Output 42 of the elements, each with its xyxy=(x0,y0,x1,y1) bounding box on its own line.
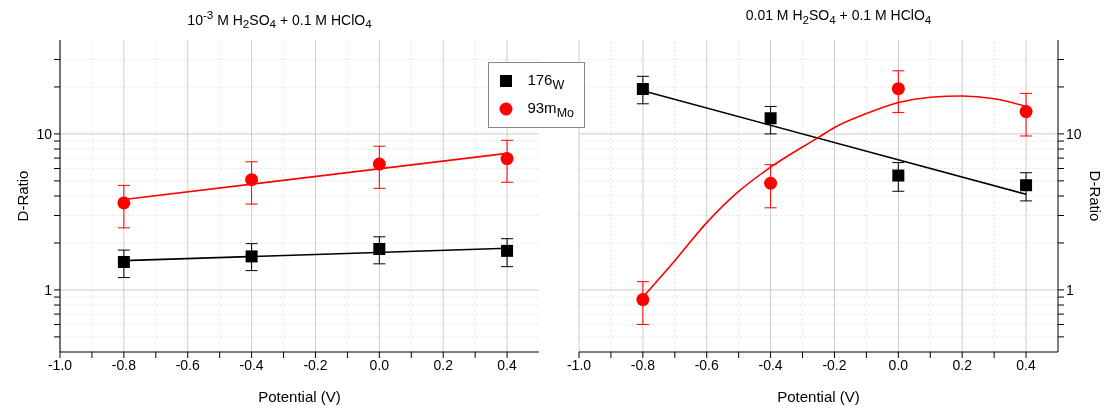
x-axis-title: Potential (V) xyxy=(258,388,341,405)
point xyxy=(892,169,905,182)
x-tick-label: 0.0 xyxy=(369,356,390,373)
x-tick-label: 0.2 xyxy=(952,356,973,373)
point xyxy=(1020,179,1033,192)
point xyxy=(117,256,130,268)
x-tick-label: -0.4 xyxy=(239,356,264,373)
point xyxy=(764,176,778,190)
y-axis-title: D-Ratio xyxy=(14,170,32,222)
point xyxy=(501,244,514,257)
point xyxy=(891,82,905,96)
point xyxy=(1019,105,1033,119)
point xyxy=(245,173,259,187)
point xyxy=(373,242,386,255)
chart-title: 0.01 M H$_{2}$SO$_{4}$ + 0.1 M HClO$_{4}$ xyxy=(744,6,933,28)
point xyxy=(636,83,649,96)
legend-label: 93m$_{Mo}$ xyxy=(527,98,574,120)
x-tick-label: -0.4 xyxy=(758,356,783,373)
x-tick-label: 0.4 xyxy=(497,356,518,373)
x-tick-label: -1.0 xyxy=(47,356,73,373)
y2-tick-label: 1 xyxy=(1066,281,1074,298)
point xyxy=(245,250,258,263)
y2-tick-label: 10 xyxy=(1066,125,1082,142)
x-tick-label: 0.0 xyxy=(888,356,909,373)
y2-axis-title: D-Ratio xyxy=(1086,170,1104,222)
x-tick-label: 0.4 xyxy=(1016,356,1037,373)
x-tick-label: -0.8 xyxy=(630,356,656,373)
legend-label: 176$_{W}$ xyxy=(527,70,565,92)
x-tick-label: -0.6 xyxy=(175,356,201,373)
x-tick-label: -0.8 xyxy=(111,356,137,373)
chart-title: 10$^{-3}$ M H$_{2}$SO$_{4}$ + 0.1 M HClO$_{4}$ xyxy=(186,7,373,31)
point xyxy=(636,293,650,307)
x-tick-label: -0.6 xyxy=(694,356,720,373)
x-tick-label: 0.2 xyxy=(433,356,454,373)
point xyxy=(500,152,514,166)
point xyxy=(372,157,386,171)
x-tick-label: -0.2 xyxy=(303,356,328,373)
x-tick-label: -1.0 xyxy=(566,356,592,373)
x-tick-label: -0.2 xyxy=(822,356,847,373)
point xyxy=(764,112,777,125)
point xyxy=(117,196,131,210)
x-axis-title: Potential (V) xyxy=(777,388,860,405)
